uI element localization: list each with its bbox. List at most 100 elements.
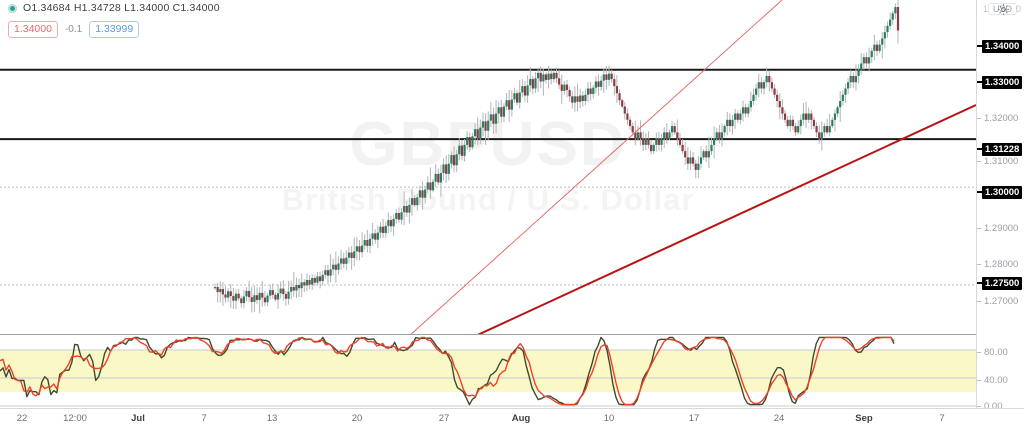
candle-body xyxy=(321,274,324,282)
candle-body xyxy=(347,252,351,258)
settings-gear-icon[interactable] xyxy=(997,3,1010,16)
price-pane[interactable] xyxy=(0,0,976,334)
candle-body xyxy=(550,73,553,80)
trendline[interactable] xyxy=(432,104,976,334)
candle-body xyxy=(505,100,508,107)
trendline[interactable] xyxy=(388,0,783,334)
candle-body xyxy=(353,251,356,259)
candle-body xyxy=(237,293,240,299)
candle-body xyxy=(466,137,469,145)
candle-body xyxy=(726,119,729,127)
candle-body xyxy=(607,73,611,80)
candle-body xyxy=(870,50,873,58)
candle-body xyxy=(282,288,285,295)
candle-body xyxy=(363,240,366,246)
oscillator-tick: 40.00 xyxy=(977,374,1024,387)
candle-body xyxy=(473,129,477,137)
candle-body xyxy=(366,240,369,246)
candle-body xyxy=(324,270,327,275)
candle-body xyxy=(744,107,747,114)
time-tick-label: Aug xyxy=(511,413,531,424)
candle-body xyxy=(581,95,584,102)
candle-body xyxy=(442,164,445,174)
candle-body xyxy=(216,287,219,293)
candle-body xyxy=(773,88,776,95)
last-price-pill[interactable]: 1.34000 xyxy=(8,21,58,38)
candle-body xyxy=(778,101,781,108)
oscillator-pane[interactable] xyxy=(0,334,976,408)
candle-body xyxy=(481,121,485,128)
candle-body xyxy=(539,72,542,82)
axis-badge-left: 1 xyxy=(983,4,989,14)
candle-body xyxy=(290,287,293,292)
candle-body xyxy=(224,294,227,298)
candle-body xyxy=(600,80,603,87)
candle-body xyxy=(665,132,668,139)
candle-body xyxy=(697,163,700,170)
price-tick: 1.32000 xyxy=(977,112,1024,125)
candle-body xyxy=(849,75,852,83)
ohlc-values: O1.34684 H1.34728 L1.34000 C1.34000 xyxy=(23,2,220,14)
candle-body xyxy=(227,291,230,298)
candle-body xyxy=(458,145,461,155)
candle-body xyxy=(571,96,574,103)
time-tick-label: 20 xyxy=(351,413,363,424)
candle-body xyxy=(839,101,842,108)
candle-body xyxy=(644,138,647,145)
tick-label: 1.31228 xyxy=(982,143,1023,156)
candle-body xyxy=(820,132,823,139)
candle-body xyxy=(250,297,253,302)
candle-body xyxy=(657,138,661,145)
candle-body xyxy=(623,106,626,114)
candle-body xyxy=(670,126,674,133)
candle-body xyxy=(768,75,771,83)
tick-label: 1.29000 xyxy=(984,223,1019,234)
time-tick-label: 24 xyxy=(773,413,785,424)
candle-body xyxy=(702,151,705,158)
candle-body xyxy=(361,245,364,253)
candle-body xyxy=(896,7,900,31)
secondary-price-pill[interactable]: 1.33999 xyxy=(89,21,140,38)
candle-body xyxy=(718,132,721,139)
candle-body xyxy=(513,93,516,100)
candle-body xyxy=(626,113,629,120)
price-tick: 1.31000 xyxy=(977,155,1024,168)
candle-body xyxy=(881,38,884,45)
candle-body xyxy=(589,88,592,94)
candle-body xyxy=(663,132,666,139)
candle-body xyxy=(597,81,600,87)
candle-body xyxy=(707,151,710,158)
tick-mark xyxy=(977,282,982,284)
tick-label: 1.27000 xyxy=(984,296,1019,307)
candle-body xyxy=(492,114,495,124)
candle-body xyxy=(755,88,758,95)
candle-body xyxy=(484,121,487,131)
candle-body xyxy=(508,100,511,110)
candle-body xyxy=(542,74,545,82)
time-tick-label: 7 xyxy=(201,413,207,424)
candle-body xyxy=(692,157,695,164)
candle-body xyxy=(723,126,726,133)
candle-body xyxy=(500,107,503,117)
time-tick-label: 22 xyxy=(16,413,28,424)
candle-body xyxy=(749,101,752,108)
candle-body xyxy=(825,126,829,133)
candle-body xyxy=(873,44,876,51)
candle-body xyxy=(431,181,435,191)
time-axis[interactable]: 22 12:00 Jul 7 13 20 27 Aug 10 17 24 Sep 7 xyxy=(0,408,1024,429)
candle-body xyxy=(245,290,248,297)
tick-mark xyxy=(977,228,981,229)
candle-body xyxy=(815,126,818,133)
candle-body xyxy=(529,79,532,86)
candle-body xyxy=(526,85,529,96)
candle-body xyxy=(305,279,309,286)
price-axis[interactable]: 1 USD 0 1.34000 1.33000 1.32000 1.31228 1.31… xyxy=(976,0,1024,412)
candle-body xyxy=(395,213,398,219)
candle-body xyxy=(586,88,590,95)
tick-label: 1.31000 xyxy=(984,156,1019,167)
candle-body xyxy=(868,57,871,64)
candle-body xyxy=(705,151,708,158)
candle-body xyxy=(374,233,377,240)
candle-body xyxy=(710,144,713,152)
